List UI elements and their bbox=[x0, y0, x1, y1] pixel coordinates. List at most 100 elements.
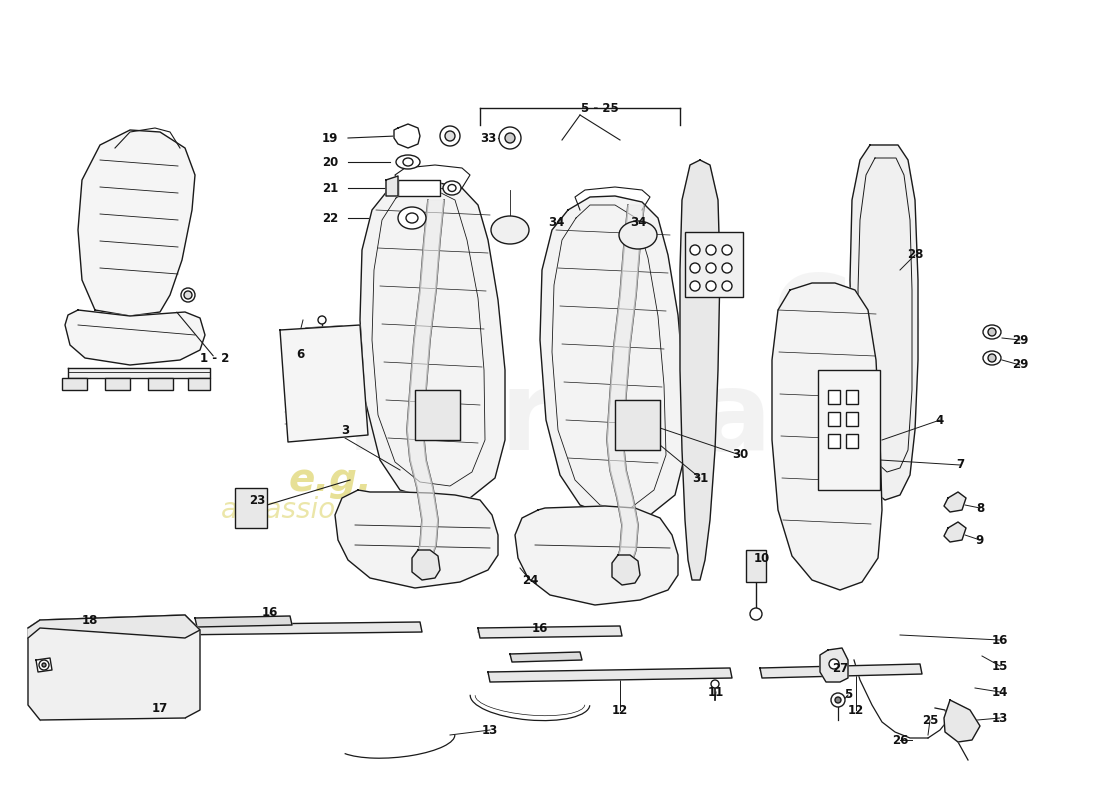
Polygon shape bbox=[280, 325, 368, 442]
Ellipse shape bbox=[983, 351, 1001, 365]
Text: 23: 23 bbox=[249, 494, 265, 506]
Circle shape bbox=[706, 281, 716, 291]
Circle shape bbox=[318, 316, 326, 324]
Text: 13: 13 bbox=[992, 711, 1008, 725]
Text: 29: 29 bbox=[1012, 334, 1028, 346]
Text: 16: 16 bbox=[531, 622, 548, 634]
Text: 5: 5 bbox=[844, 689, 852, 702]
Ellipse shape bbox=[398, 207, 426, 229]
Polygon shape bbox=[398, 180, 440, 196]
Polygon shape bbox=[386, 176, 398, 196]
Ellipse shape bbox=[448, 185, 456, 191]
Text: 25: 25 bbox=[922, 714, 938, 726]
Text: 21: 21 bbox=[322, 182, 338, 194]
Bar bbox=[188, 378, 210, 390]
Polygon shape bbox=[478, 626, 622, 638]
Circle shape bbox=[711, 680, 719, 688]
Polygon shape bbox=[488, 668, 732, 682]
Polygon shape bbox=[944, 492, 966, 512]
Text: GS: GS bbox=[773, 271, 927, 369]
Polygon shape bbox=[944, 522, 966, 542]
Text: 16: 16 bbox=[992, 634, 1009, 646]
Circle shape bbox=[750, 608, 762, 620]
Text: 19: 19 bbox=[322, 131, 338, 145]
Bar bbox=[818, 370, 880, 490]
Circle shape bbox=[158, 696, 166, 704]
Text: 17: 17 bbox=[152, 702, 168, 714]
Polygon shape bbox=[850, 145, 918, 500]
Bar bbox=[828, 412, 840, 426]
Circle shape bbox=[690, 281, 700, 291]
Text: 16: 16 bbox=[262, 606, 278, 619]
Text: 29: 29 bbox=[1012, 358, 1028, 371]
Circle shape bbox=[403, 131, 412, 141]
Circle shape bbox=[988, 328, 996, 336]
Ellipse shape bbox=[491, 216, 529, 244]
Text: 13: 13 bbox=[482, 723, 498, 737]
Polygon shape bbox=[760, 664, 922, 678]
Ellipse shape bbox=[396, 155, 420, 169]
Bar bbox=[148, 378, 173, 390]
Circle shape bbox=[620, 563, 632, 575]
Polygon shape bbox=[820, 648, 848, 682]
Circle shape bbox=[830, 693, 845, 707]
Text: 9: 9 bbox=[976, 534, 984, 546]
Polygon shape bbox=[510, 652, 582, 662]
Text: 20: 20 bbox=[322, 155, 338, 169]
Polygon shape bbox=[168, 622, 422, 635]
Circle shape bbox=[440, 126, 460, 146]
Ellipse shape bbox=[983, 325, 1001, 339]
Text: 12: 12 bbox=[612, 703, 628, 717]
Text: 27: 27 bbox=[832, 662, 848, 674]
Text: 5 - 25: 5 - 25 bbox=[581, 102, 619, 114]
Bar bbox=[62, 378, 87, 390]
Text: Eurocars: Eurocars bbox=[345, 366, 894, 474]
Ellipse shape bbox=[619, 221, 657, 249]
Text: 15: 15 bbox=[992, 659, 1009, 673]
Ellipse shape bbox=[443, 181, 461, 195]
Bar bbox=[415, 390, 460, 440]
Text: 14: 14 bbox=[992, 686, 1009, 698]
Circle shape bbox=[499, 127, 521, 149]
Polygon shape bbox=[28, 615, 200, 720]
Text: 18: 18 bbox=[81, 614, 98, 626]
Polygon shape bbox=[36, 658, 52, 672]
Text: 24: 24 bbox=[521, 574, 538, 586]
Circle shape bbox=[42, 663, 46, 667]
Circle shape bbox=[184, 291, 192, 299]
Polygon shape bbox=[78, 130, 195, 316]
Bar bbox=[615, 400, 660, 450]
Circle shape bbox=[706, 263, 716, 273]
Circle shape bbox=[835, 697, 842, 703]
Polygon shape bbox=[540, 196, 685, 518]
Circle shape bbox=[690, 263, 700, 273]
Bar bbox=[685, 232, 742, 297]
Circle shape bbox=[505, 133, 515, 143]
Text: 31: 31 bbox=[692, 471, 708, 485]
Bar bbox=[828, 434, 840, 448]
Ellipse shape bbox=[406, 213, 418, 223]
Circle shape bbox=[182, 288, 195, 302]
Polygon shape bbox=[607, 205, 644, 568]
Bar bbox=[235, 488, 267, 528]
Text: 34: 34 bbox=[630, 215, 646, 229]
Text: 3: 3 bbox=[341, 423, 349, 437]
Polygon shape bbox=[195, 616, 292, 627]
Text: 33: 33 bbox=[480, 131, 496, 145]
Circle shape bbox=[722, 245, 732, 255]
Polygon shape bbox=[680, 160, 720, 580]
Text: 22: 22 bbox=[322, 211, 338, 225]
Text: a passion for: a passion for bbox=[221, 496, 399, 524]
Polygon shape bbox=[515, 506, 678, 605]
Polygon shape bbox=[65, 310, 205, 365]
Bar bbox=[104, 378, 130, 390]
Polygon shape bbox=[412, 550, 440, 580]
Bar bbox=[846, 434, 858, 448]
Polygon shape bbox=[772, 283, 882, 590]
Text: 28: 28 bbox=[906, 249, 923, 262]
Text: 11: 11 bbox=[708, 686, 724, 698]
Circle shape bbox=[446, 131, 455, 141]
Polygon shape bbox=[360, 182, 505, 500]
Text: 34: 34 bbox=[548, 215, 564, 229]
Text: 26: 26 bbox=[892, 734, 909, 746]
